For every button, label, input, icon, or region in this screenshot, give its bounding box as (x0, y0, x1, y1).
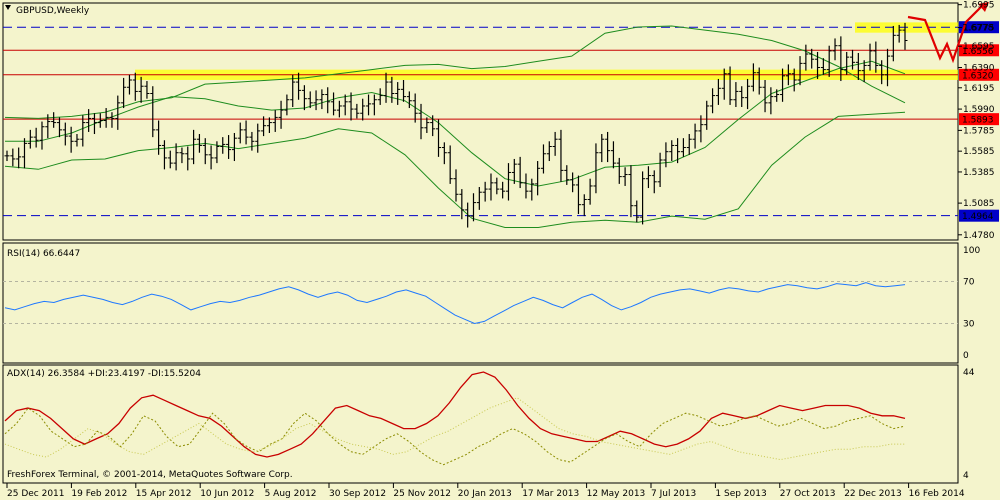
level-label: 1.6320 (962, 71, 994, 81)
horizontal-levels: 1.6778 1.6556 1.6320 1.5893 1.4964 (3, 21, 999, 222)
y-tick-label: 1.6595 (963, 42, 995, 52)
adx-tick-label: 4 (963, 471, 969, 481)
symbol-title: GBPUSD,Weekly (16, 6, 90, 16)
adx-series-2 (4, 397, 905, 461)
y-tick-label: 1.4780 (963, 231, 995, 241)
x-tick-label: 30 Sep 2012 (329, 489, 386, 499)
level-label-box (959, 209, 999, 222)
chevron-down-icon[interactable] (5, 5, 11, 10)
level-label-box (959, 44, 999, 57)
adx-title: ADX(14) 26.3584 +DI:23.4197 -DI:15.5204 (7, 369, 201, 379)
x-tick-label: 12 May 2013 (587, 489, 646, 499)
level-label-box (959, 113, 999, 126)
bollinger-bands (4, 25, 906, 228)
rsi-series (3, 281, 958, 325)
y-tick-label: 1.6390 (963, 64, 995, 74)
adx-series-0 (4, 371, 906, 458)
level-label: 1.5893 (962, 116, 994, 126)
forecast-arrow-head (978, 2, 989, 12)
y-tick-label: 1.5990 (963, 105, 995, 115)
level-label-box (959, 68, 999, 81)
y-tick-label: 1.5385 (963, 168, 995, 178)
level-label: 1.6778 (962, 24, 994, 34)
level-label: 1.4964 (962, 212, 994, 222)
adx-series (4, 371, 906, 466)
x-tick-label: 19 Feb 2012 (71, 489, 127, 499)
rsi-tick-label: 30 (963, 320, 975, 330)
forecast-arrow-line (907, 4, 984, 64)
y-tick-label: 1.6995 (963, 1, 995, 11)
y-tick-label: 1.6195 (963, 84, 995, 94)
bollinger-lower (4, 111, 906, 228)
rsi-title: RSI(14) 66.6447 (7, 249, 80, 259)
panel-frame (2, 364, 959, 484)
panel-frame (2, 242, 959, 364)
adx-tick-label: 44 (963, 368, 975, 378)
y-tick-label: 1.5085 (963, 199, 995, 209)
x-tick-label: 25 Nov 2012 (393, 489, 451, 499)
x-tick-label: 22 Dec 2013 (844, 489, 902, 499)
adx-series-1 (4, 407, 906, 466)
x-tick-label: 15 Apr 2012 (136, 489, 192, 499)
x-tick-label: 17 Mar 2013 (522, 489, 579, 499)
level-label: 1.6556 (962, 47, 994, 57)
level-label-box (959, 21, 999, 34)
x-tick-label: 10 Jun 2012 (200, 489, 254, 499)
copyright-text: FreshForex Terminal, © 2001-2014, MetaQu… (7, 470, 293, 480)
rsi-tick-label: 100 (963, 246, 980, 256)
x-tick-label: 1 Sep 2013 (715, 489, 766, 499)
x-tick-label: 5 Aug 2012 (265, 489, 317, 499)
x-tick-label: 7 Jul 2013 (651, 489, 696, 499)
x-tick-label: 16 Feb 2014 (909, 489, 965, 499)
y-tick-label: 1.5585 (963, 147, 995, 157)
rsi-line (4, 282, 906, 325)
price-bars (4, 22, 908, 228)
bollinger-upper (4, 25, 906, 119)
x-tick-label: 27 Oct 2013 (780, 489, 836, 499)
forecast-arrow (907, 2, 989, 64)
panel-frame (2, 2, 959, 241)
rsi-tick-label: 70 (963, 278, 975, 288)
x-tick-label: 20 Jan 2013 (458, 489, 512, 499)
panel-frames (2, 2, 959, 484)
axes: 1.6995 1.6775 1.6595 1.6390 1.6195 1.5990 1.57… (6, 1, 995, 499)
y-tick-label: 1.6775 (963, 24, 995, 34)
y-tick-label: 1.5785 (963, 126, 995, 136)
bollinger-middle (5, 60, 906, 187)
rsi-tick-label: 0 (963, 351, 969, 361)
x-tick-label: 25 Dec 2011 (7, 489, 65, 499)
